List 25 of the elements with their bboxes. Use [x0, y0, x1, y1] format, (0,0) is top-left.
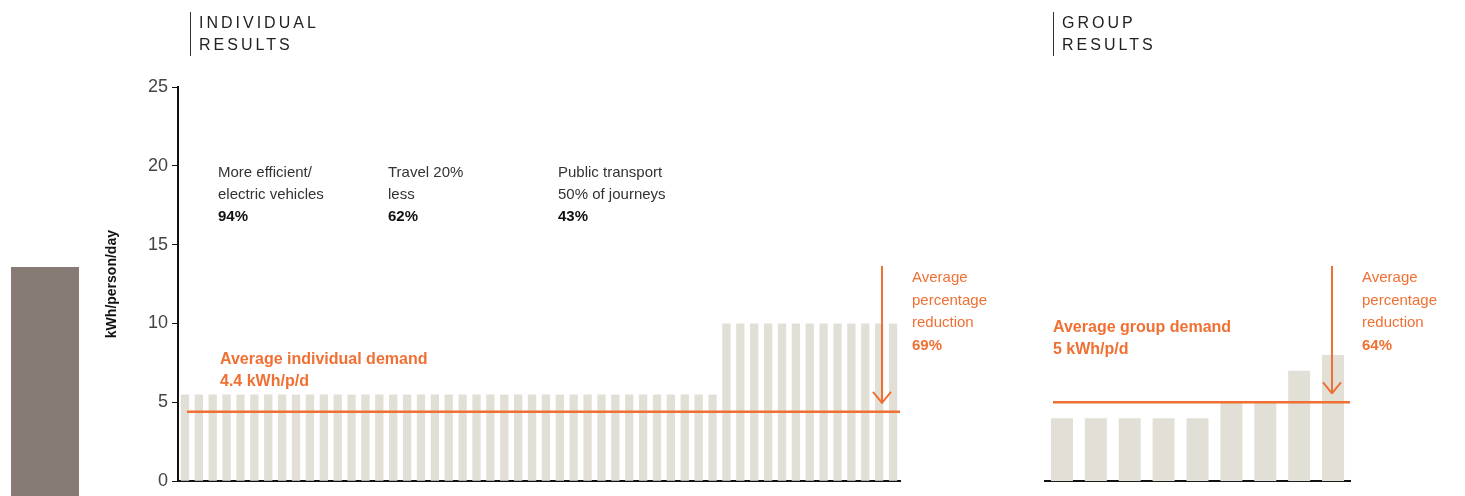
y-tick-label: 15: [147, 233, 168, 254]
bar: [1118, 418, 1141, 482]
bar: [1288, 370, 1311, 482]
text: Average percentage reduction 64%: [1362, 268, 1438, 353]
text: Average percentage reduction 69%: [912, 268, 988, 353]
y-axis-title: kWh/person/day: [103, 229, 120, 339]
y-tick-label: 5: [157, 391, 168, 412]
annotation: More efficient/ electric vehicles 94%: [218, 163, 324, 224]
ref-line-label: Average individual demand 4.4 kWh/p/d: [220, 349, 428, 389]
chart-title: GROUP RESULTS: [1053, 12, 1156, 56]
bar: [1186, 418, 1209, 482]
bar: [1050, 418, 1073, 482]
y-tick-label: 20: [147, 154, 168, 175]
bar: [1322, 355, 1345, 482]
annotation: Public transport 50% of journeys 43%: [558, 163, 666, 224]
y-tick-label: 10: [147, 312, 168, 333]
chart-title: INDIVIDUAL RESULTS: [190, 12, 319, 56]
bar: [1254, 402, 1277, 482]
annotation: Travel 20% less 62%: [388, 163, 464, 224]
bar: [1220, 402, 1243, 482]
bar: [1084, 418, 1107, 482]
bar: [1152, 418, 1175, 482]
y-tick-label: 0: [157, 470, 168, 491]
ref-line-label: Average group demand 5 kWh/p/d: [1053, 318, 1232, 358]
y-tick-label: 25: [147, 75, 168, 96]
